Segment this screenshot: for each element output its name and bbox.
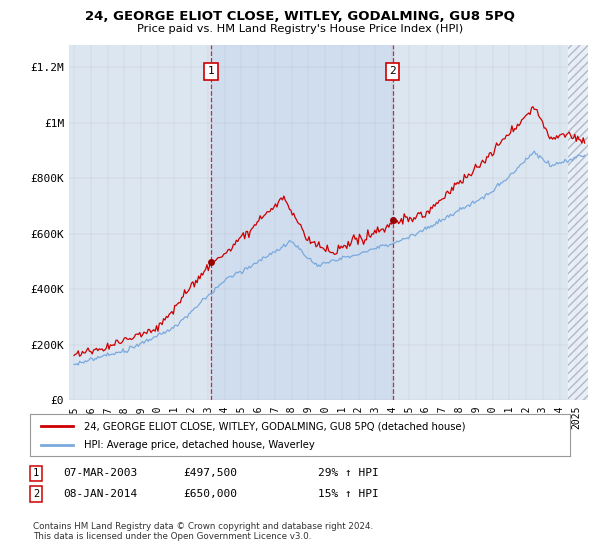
Text: 29% ↑ HPI: 29% ↑ HPI (318, 468, 379, 478)
Text: 2: 2 (33, 489, 39, 499)
Text: 24, GEORGE ELIOT CLOSE, WITLEY, GODALMING, GU8 5PQ: 24, GEORGE ELIOT CLOSE, WITLEY, GODALMIN… (85, 10, 515, 23)
Text: 1: 1 (33, 468, 39, 478)
Text: Price paid vs. HM Land Registry's House Price Index (HPI): Price paid vs. HM Land Registry's House … (137, 24, 463, 34)
Text: 15% ↑ HPI: 15% ↑ HPI (318, 489, 379, 499)
Text: Contains HM Land Registry data © Crown copyright and database right 2024.
This d: Contains HM Land Registry data © Crown c… (33, 522, 373, 542)
Bar (568, 45, 588, 400)
Text: 08-JAN-2014: 08-JAN-2014 (63, 489, 137, 499)
Text: 1: 1 (208, 66, 214, 76)
Text: HPI: Average price, detached house, Waverley: HPI: Average price, detached house, Wave… (84, 440, 315, 450)
Bar (568, 45, 588, 400)
Text: £650,000: £650,000 (183, 489, 237, 499)
Text: 24, GEORGE ELIOT CLOSE, WITLEY, GODALMING, GU8 5PQ (detached house): 24, GEORGE ELIOT CLOSE, WITLEY, GODALMIN… (84, 421, 466, 431)
Text: £497,500: £497,500 (183, 468, 237, 478)
Text: 2: 2 (389, 66, 396, 76)
Bar (211, 45, 392, 400)
Text: 07-MAR-2003: 07-MAR-2003 (63, 468, 137, 478)
